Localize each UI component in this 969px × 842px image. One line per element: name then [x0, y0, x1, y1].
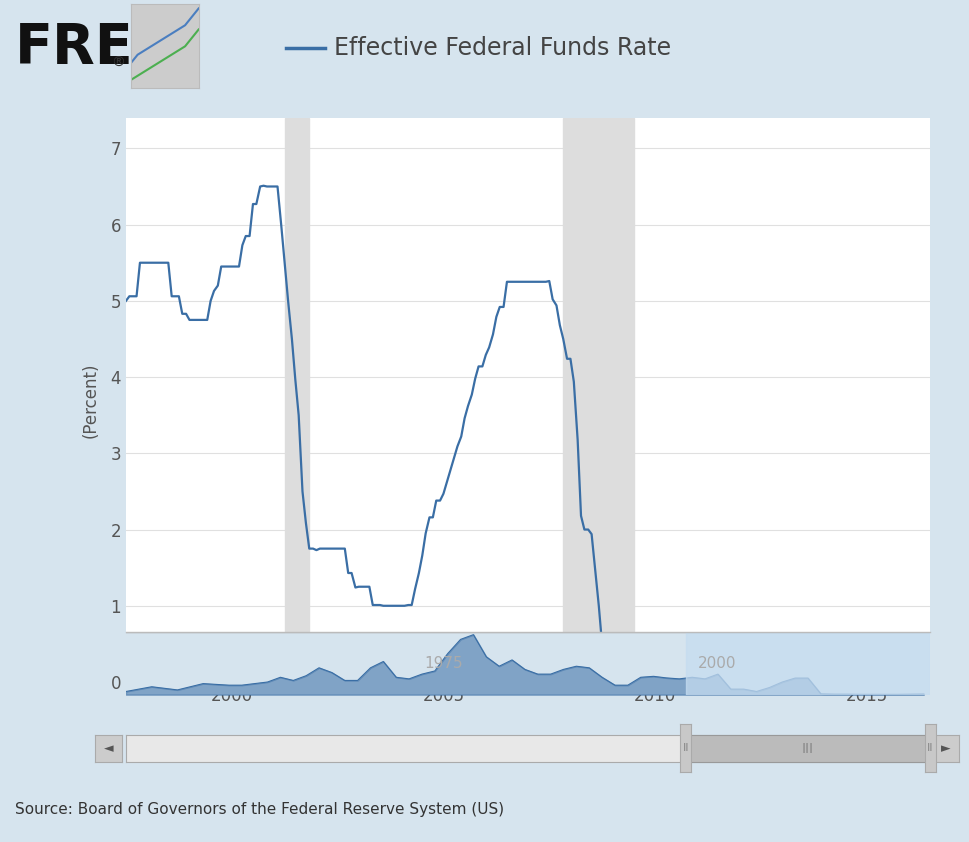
Bar: [285, 118, 309, 682]
Bar: [563, 118, 634, 682]
Y-axis label: (Percent): (Percent): [81, 362, 100, 438]
Bar: [686, 632, 930, 695]
Text: II: II: [927, 743, 933, 753]
Text: Effective Federal Funds Rate: Effective Federal Funds Rate: [334, 36, 672, 61]
Text: ►: ►: [941, 742, 951, 755]
Text: 2000: 2000: [698, 656, 736, 670]
Text: Source: Board of Governors of the Federal Reserve System (US): Source: Board of Governors of the Federa…: [15, 802, 504, 817]
Text: III: III: [802, 742, 814, 755]
Text: ®: ®: [111, 56, 125, 70]
Text: II: II: [682, 743, 689, 753]
Text: 1975: 1975: [424, 656, 463, 670]
Text: ◄: ◄: [104, 742, 113, 755]
Text: FRED: FRED: [15, 21, 179, 76]
